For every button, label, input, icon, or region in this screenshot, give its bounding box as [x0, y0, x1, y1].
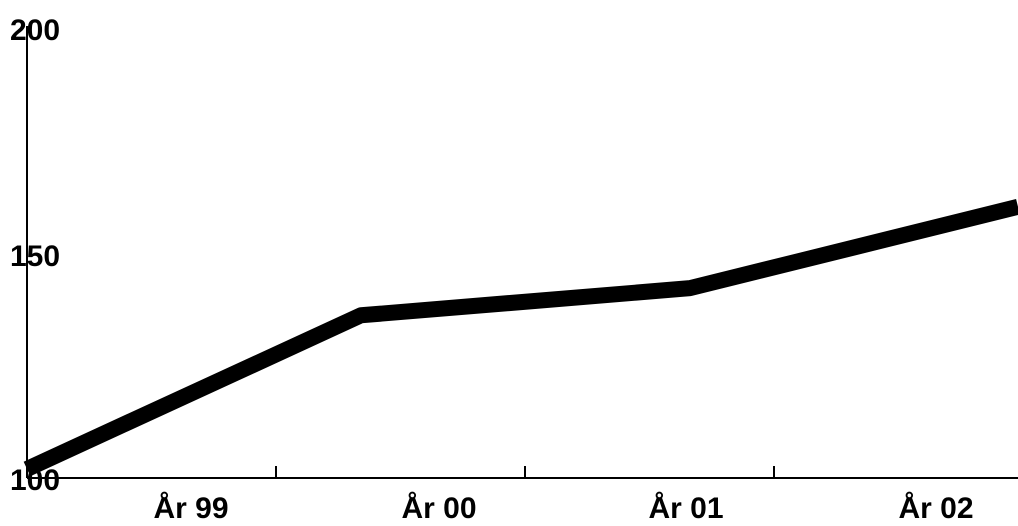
x-tick-label-ar-00: År 00 — [401, 492, 476, 525]
x-tick-label-ar-99: År 99 — [153, 492, 228, 525]
x-tick-label-ar-01: År 01 — [648, 492, 723, 525]
series-layer — [23, 199, 1018, 477]
y-tick-label-150: 150 — [10, 240, 60, 273]
x-tick-label-ar-02: År 02 — [898, 492, 973, 525]
y-axis: 200 150 100 — [10, 14, 60, 497]
series-line — [23, 199, 1018, 477]
y-tick-label-200: 200 — [10, 14, 60, 47]
x-axis: År 99 År 00 År 01 År 02 — [27, 466, 1018, 525]
